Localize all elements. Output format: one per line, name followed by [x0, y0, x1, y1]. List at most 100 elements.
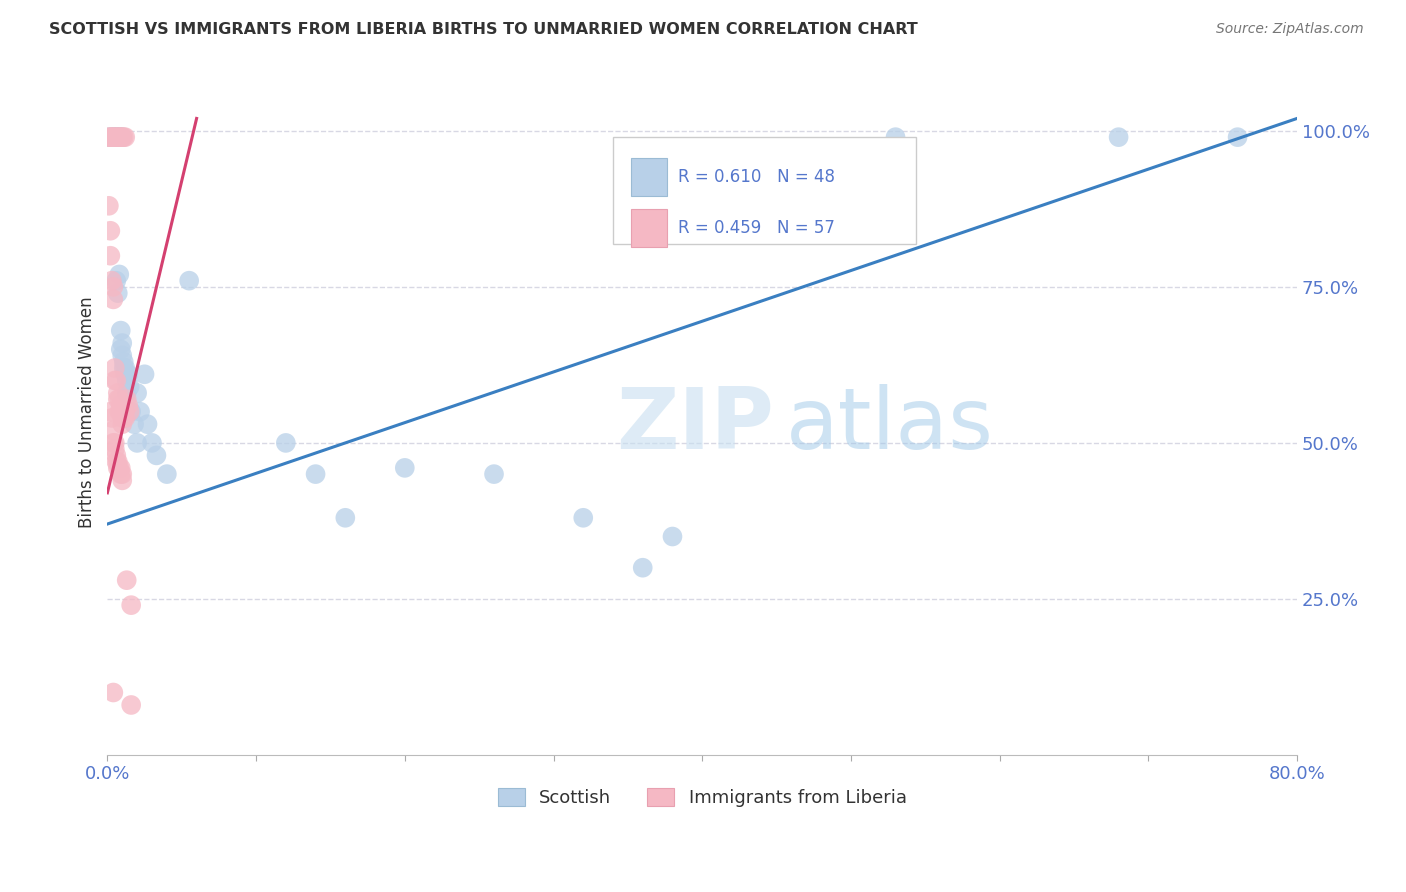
Point — [101, 274, 124, 288]
Point — [884, 130, 907, 145]
Point — [114, 130, 136, 145]
Point — [98, 249, 121, 263]
Point — [107, 286, 129, 301]
Point — [115, 392, 138, 407]
Point — [108, 130, 131, 145]
Text: SCOTTISH VS IMMIGRANTS FROM LIBERIA BIRTHS TO UNMARRIED WOMEN CORRELATION CHART: SCOTTISH VS IMMIGRANTS FROM LIBERIA BIRT… — [49, 22, 918, 37]
Point — [110, 130, 132, 145]
Point — [107, 386, 129, 401]
Point — [179, 274, 201, 288]
Point — [111, 349, 134, 363]
Text: R = 0.610   N = 48: R = 0.610 N = 48 — [679, 168, 835, 186]
Point — [110, 461, 132, 475]
Point — [117, 399, 139, 413]
Y-axis label: Births to Unmarried Women: Births to Unmarried Women — [79, 296, 96, 527]
Point — [111, 405, 134, 419]
Point — [111, 417, 134, 432]
Point — [101, 130, 124, 145]
Point — [104, 130, 127, 145]
Point — [108, 268, 131, 282]
Point — [107, 455, 129, 469]
Point — [97, 130, 120, 145]
Point — [120, 698, 142, 712]
Point — [117, 368, 139, 382]
Point — [114, 411, 136, 425]
Point — [110, 399, 132, 413]
Point — [103, 424, 125, 438]
Point — [98, 224, 121, 238]
Point — [136, 417, 159, 432]
Point — [104, 442, 127, 457]
Point — [112, 405, 135, 419]
Point — [107, 130, 129, 145]
Point — [107, 461, 129, 475]
Text: R = 0.459   N = 57: R = 0.459 N = 57 — [679, 219, 835, 236]
Point — [1108, 130, 1130, 145]
Text: atlas: atlas — [786, 384, 994, 467]
Point — [105, 449, 128, 463]
Point — [111, 336, 134, 351]
Point — [156, 467, 179, 482]
Point — [110, 467, 132, 482]
Point — [120, 598, 142, 612]
Point — [103, 293, 125, 307]
Point — [572, 510, 595, 524]
Point — [304, 467, 326, 482]
Point — [105, 374, 128, 388]
Point — [104, 374, 127, 388]
FancyBboxPatch shape — [613, 137, 917, 244]
Point — [98, 130, 121, 145]
Point — [118, 405, 141, 419]
Point — [108, 405, 131, 419]
Point — [111, 130, 134, 145]
Point — [111, 474, 134, 488]
Point — [103, 436, 125, 450]
Point — [394, 461, 416, 475]
Point — [631, 560, 654, 574]
Point — [115, 573, 138, 587]
FancyBboxPatch shape — [631, 209, 666, 246]
Point — [127, 386, 149, 401]
Point — [108, 130, 131, 145]
Point — [104, 130, 127, 145]
Point — [98, 405, 121, 419]
Point — [141, 436, 163, 450]
Point — [1226, 130, 1249, 145]
Point — [112, 355, 135, 369]
Text: Source: ZipAtlas.com: Source: ZipAtlas.com — [1216, 22, 1364, 37]
Point — [110, 324, 132, 338]
Point — [111, 467, 134, 482]
Point — [114, 405, 136, 419]
Point — [103, 130, 125, 145]
Legend: Scottish, Immigrants from Liberia: Scottish, Immigrants from Liberia — [491, 780, 914, 814]
Point — [105, 130, 128, 145]
Point — [118, 380, 141, 394]
Point — [110, 405, 132, 419]
Point — [103, 685, 125, 699]
Point — [108, 461, 131, 475]
Point — [335, 510, 357, 524]
Point — [104, 361, 127, 376]
FancyBboxPatch shape — [631, 158, 666, 195]
Point — [112, 130, 135, 145]
Point — [97, 130, 120, 145]
Point — [115, 374, 138, 388]
Point — [661, 529, 683, 543]
Point — [107, 392, 129, 407]
Point — [103, 130, 125, 145]
Point — [101, 411, 124, 425]
Point — [127, 436, 149, 450]
Point — [145, 449, 167, 463]
Point — [101, 130, 124, 145]
Point — [105, 130, 128, 145]
Point — [129, 405, 152, 419]
Point — [134, 368, 156, 382]
Point — [107, 130, 129, 145]
Point — [274, 436, 297, 450]
Point — [112, 411, 135, 425]
Point — [110, 130, 132, 145]
Point — [105, 274, 128, 288]
Point — [122, 417, 145, 432]
Point — [482, 467, 505, 482]
Point — [115, 386, 138, 401]
